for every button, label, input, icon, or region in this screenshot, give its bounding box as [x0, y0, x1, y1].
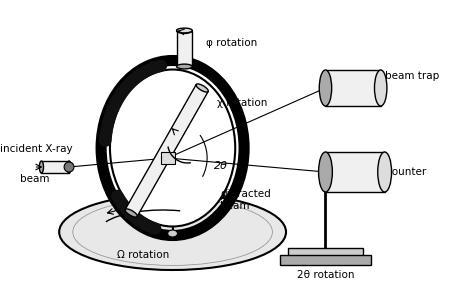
Polygon shape — [325, 152, 384, 192]
Text: φ rotation: φ rotation — [206, 37, 257, 48]
Ellipse shape — [67, 161, 71, 173]
Polygon shape — [325, 70, 380, 106]
Polygon shape — [280, 255, 370, 265]
Text: 2θ rotation: 2θ rotation — [296, 270, 354, 280]
Text: incident X-ray: incident X-ray — [0, 144, 73, 154]
Ellipse shape — [167, 230, 177, 237]
Polygon shape — [287, 248, 362, 258]
Circle shape — [64, 162, 74, 172]
Text: 2θ: 2θ — [214, 161, 227, 171]
Polygon shape — [125, 84, 208, 217]
Text: Ω rotation: Ω rotation — [117, 250, 169, 260]
Polygon shape — [41, 161, 69, 173]
Text: diffracted
beam: diffracted beam — [220, 189, 270, 211]
Ellipse shape — [110, 69, 235, 226]
Ellipse shape — [39, 161, 43, 173]
Polygon shape — [161, 152, 174, 164]
Ellipse shape — [374, 70, 386, 106]
Text: counter: counter — [386, 167, 426, 177]
Ellipse shape — [59, 194, 285, 270]
Text: χ rotation: χ rotation — [216, 98, 267, 108]
Ellipse shape — [125, 209, 137, 217]
Ellipse shape — [377, 152, 391, 192]
Ellipse shape — [176, 64, 192, 69]
Ellipse shape — [318, 152, 331, 192]
Text: beam: beam — [20, 174, 49, 184]
Polygon shape — [176, 31, 192, 67]
Ellipse shape — [176, 28, 192, 33]
Text: beam trap: beam trap — [384, 71, 438, 81]
Ellipse shape — [196, 84, 208, 92]
Ellipse shape — [318, 70, 331, 106]
